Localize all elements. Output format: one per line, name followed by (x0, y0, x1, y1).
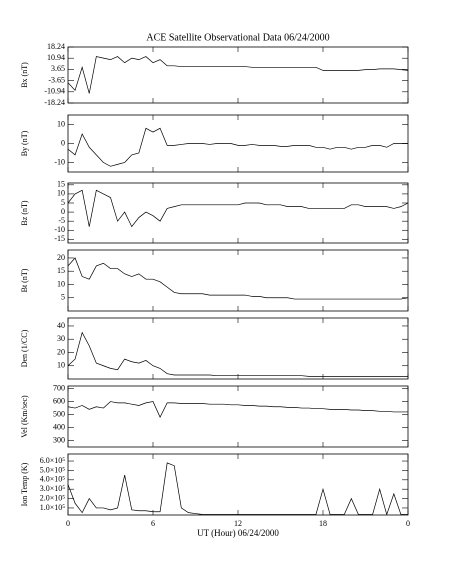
y-tick-label: -10 (54, 225, 65, 234)
data-line (68, 189, 408, 228)
data-line (68, 331, 408, 377)
y-tick-label: 500 (53, 409, 65, 418)
panel: 18.24 10.94 3.65 -3.65 -10.94 -18.24 Bx (nT) (20, 42, 409, 107)
y-tick-label: -10 (54, 157, 65, 166)
y-tick-label: 3.0×10⁵ (40, 484, 66, 493)
y-tick-label: 15 (57, 266, 65, 275)
y-tick-label: 0 (61, 207, 65, 216)
y-tick-label: -18.24 (44, 98, 65, 107)
data-line (68, 257, 408, 300)
data-line (68, 56, 408, 94)
panel: 10 0 -10 By (nT) (20, 114, 409, 173)
y-tick-label: 5 (61, 293, 65, 302)
y-tick-label: 5 (61, 198, 65, 207)
data-line (68, 462, 408, 515)
y-axis-label: Den (1/CC) (20, 329, 29, 367)
x-axis-label: UT (Hour) 06/24/2000 (197, 528, 279, 538)
y-tick-label: 10 (57, 361, 65, 370)
y-tick-label: 600 (53, 396, 65, 405)
panel: 40 30 20 10 Den (1/CC) (20, 317, 409, 380)
y-tick-label: 4.0×10⁵ (40, 475, 66, 484)
y-tick-label: 400 (53, 422, 65, 431)
x-tick-label: 6 (151, 519, 155, 528)
data-line (68, 401, 408, 418)
x-tick-label: 12 (234, 519, 242, 528)
y-axis-label: Vel (Km/sec) (20, 395, 29, 438)
panel: 20 15 10 5 Bt (nT) (20, 249, 409, 312)
y-tick-label: 30 (57, 334, 65, 343)
y-tick-label: 15 (57, 180, 65, 189)
y-axis-label: By (nT) (20, 130, 29, 156)
y-tick-label: 10.94 (47, 53, 65, 62)
panel: 6.0×10⁵5.0×10⁵4.0×10⁵3.0×10⁵2.0×10⁵1.0×1… (20, 453, 409, 516)
panel: 700 600 500 400 300 Vel (Km/sec) (20, 383, 409, 448)
x-tick-label: 18 (319, 519, 327, 528)
y-axis-label: Bz (nT) (20, 200, 29, 225)
y-tick-label: 20 (57, 253, 65, 262)
chart-title: ACE Satellite Observational Data 06/24/2… (146, 32, 329, 43)
y-tick-label: 18.24 (47, 42, 65, 51)
y-axis-label: Bt (nT) (20, 268, 29, 292)
y-tick-label: -3.65 (48, 75, 65, 84)
y-tick-label: 20 (57, 347, 65, 356)
y-tick-label: 2.0×10⁵ (40, 493, 66, 502)
y-tick-label: 5.0×10⁵ (40, 465, 66, 474)
y-tick-label: 700 (53, 383, 65, 392)
x-tick-label: 0 (66, 519, 70, 528)
y-tick-label: 10 (57, 119, 65, 128)
y-axis-label: Ion Temp (K) (20, 462, 29, 506)
y-tick-label: -5 (58, 216, 65, 225)
y-tick-label: 300 (53, 435, 65, 444)
y-tick-label: 0 (61, 138, 65, 147)
y-tick-label: -10.94 (44, 87, 65, 96)
y-tick-label: 10 (57, 189, 65, 198)
y-tick-label: 3.65 (51, 64, 65, 73)
y-tick-label: -15 (54, 234, 65, 243)
y-tick-label: 10 (57, 279, 65, 288)
y-tick-label: 6.0×10⁵ (40, 456, 66, 465)
y-tick-label: 40 (57, 321, 65, 330)
y-axis-label: Bx (nT) (20, 62, 29, 88)
y-tick-label: 1.0×10⁵ (40, 503, 66, 512)
data-line (68, 127, 408, 167)
x-tick-label: 0 (406, 519, 410, 528)
